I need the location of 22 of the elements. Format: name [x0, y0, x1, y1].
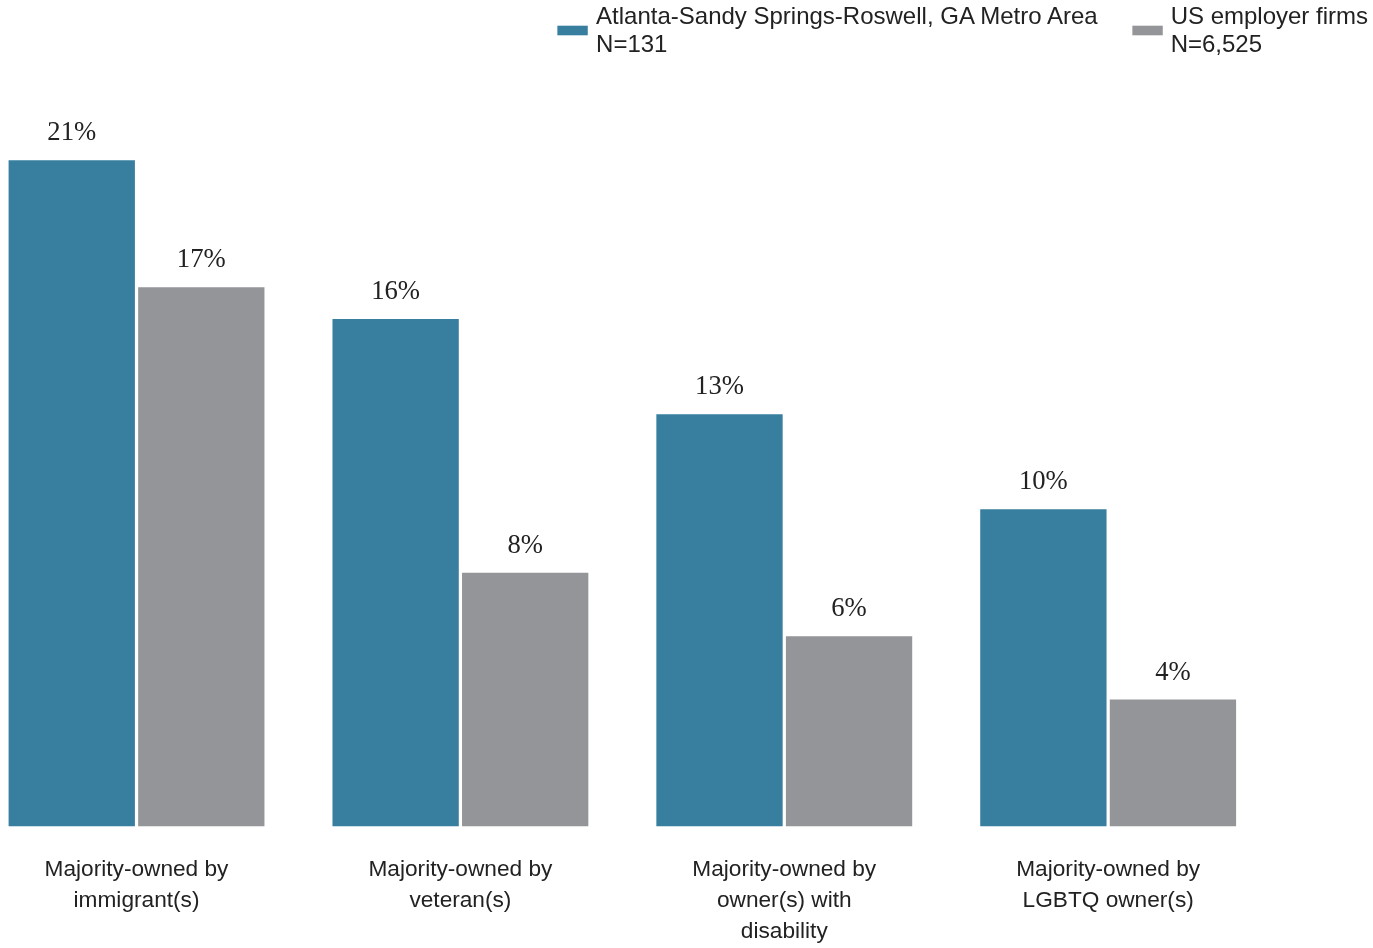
data-label: 13%: [695, 370, 744, 401]
legend-label: US employer firms N=6,525: [1170, 2, 1368, 58]
data-label: 10%: [1018, 465, 1068, 496]
x-tick-label: Majority-owned by owner(s) with disability: [692, 854, 877, 943]
bar: [1109, 699, 1237, 827]
x-tick-label: Majority-owned by immigrant(s): [44, 854, 230, 912]
bar: [656, 414, 783, 827]
data-label: 16%: [371, 274, 421, 305]
data-label: 6%: [831, 592, 867, 623]
bar: [332, 318, 459, 827]
data-label: 8%: [507, 528, 543, 559]
bar: [980, 509, 1107, 827]
data-label: 17%: [176, 243, 226, 274]
bar: [138, 287, 265, 827]
x-tick-label: Majority-owned by veteran(s): [368, 854, 553, 912]
bar: [462, 572, 589, 827]
data-label: 21%: [47, 116, 97, 147]
legend-label: Atlanta-Sandy Springs-Roswell, GA Metro Area N=131: [596, 2, 1098, 58]
data-label: 4%: [1155, 655, 1191, 686]
bar: [785, 636, 913, 827]
bar: [8, 160, 135, 827]
x-tick-label: Majority-owned by LGBTQ owner(s): [1016, 854, 1201, 912]
